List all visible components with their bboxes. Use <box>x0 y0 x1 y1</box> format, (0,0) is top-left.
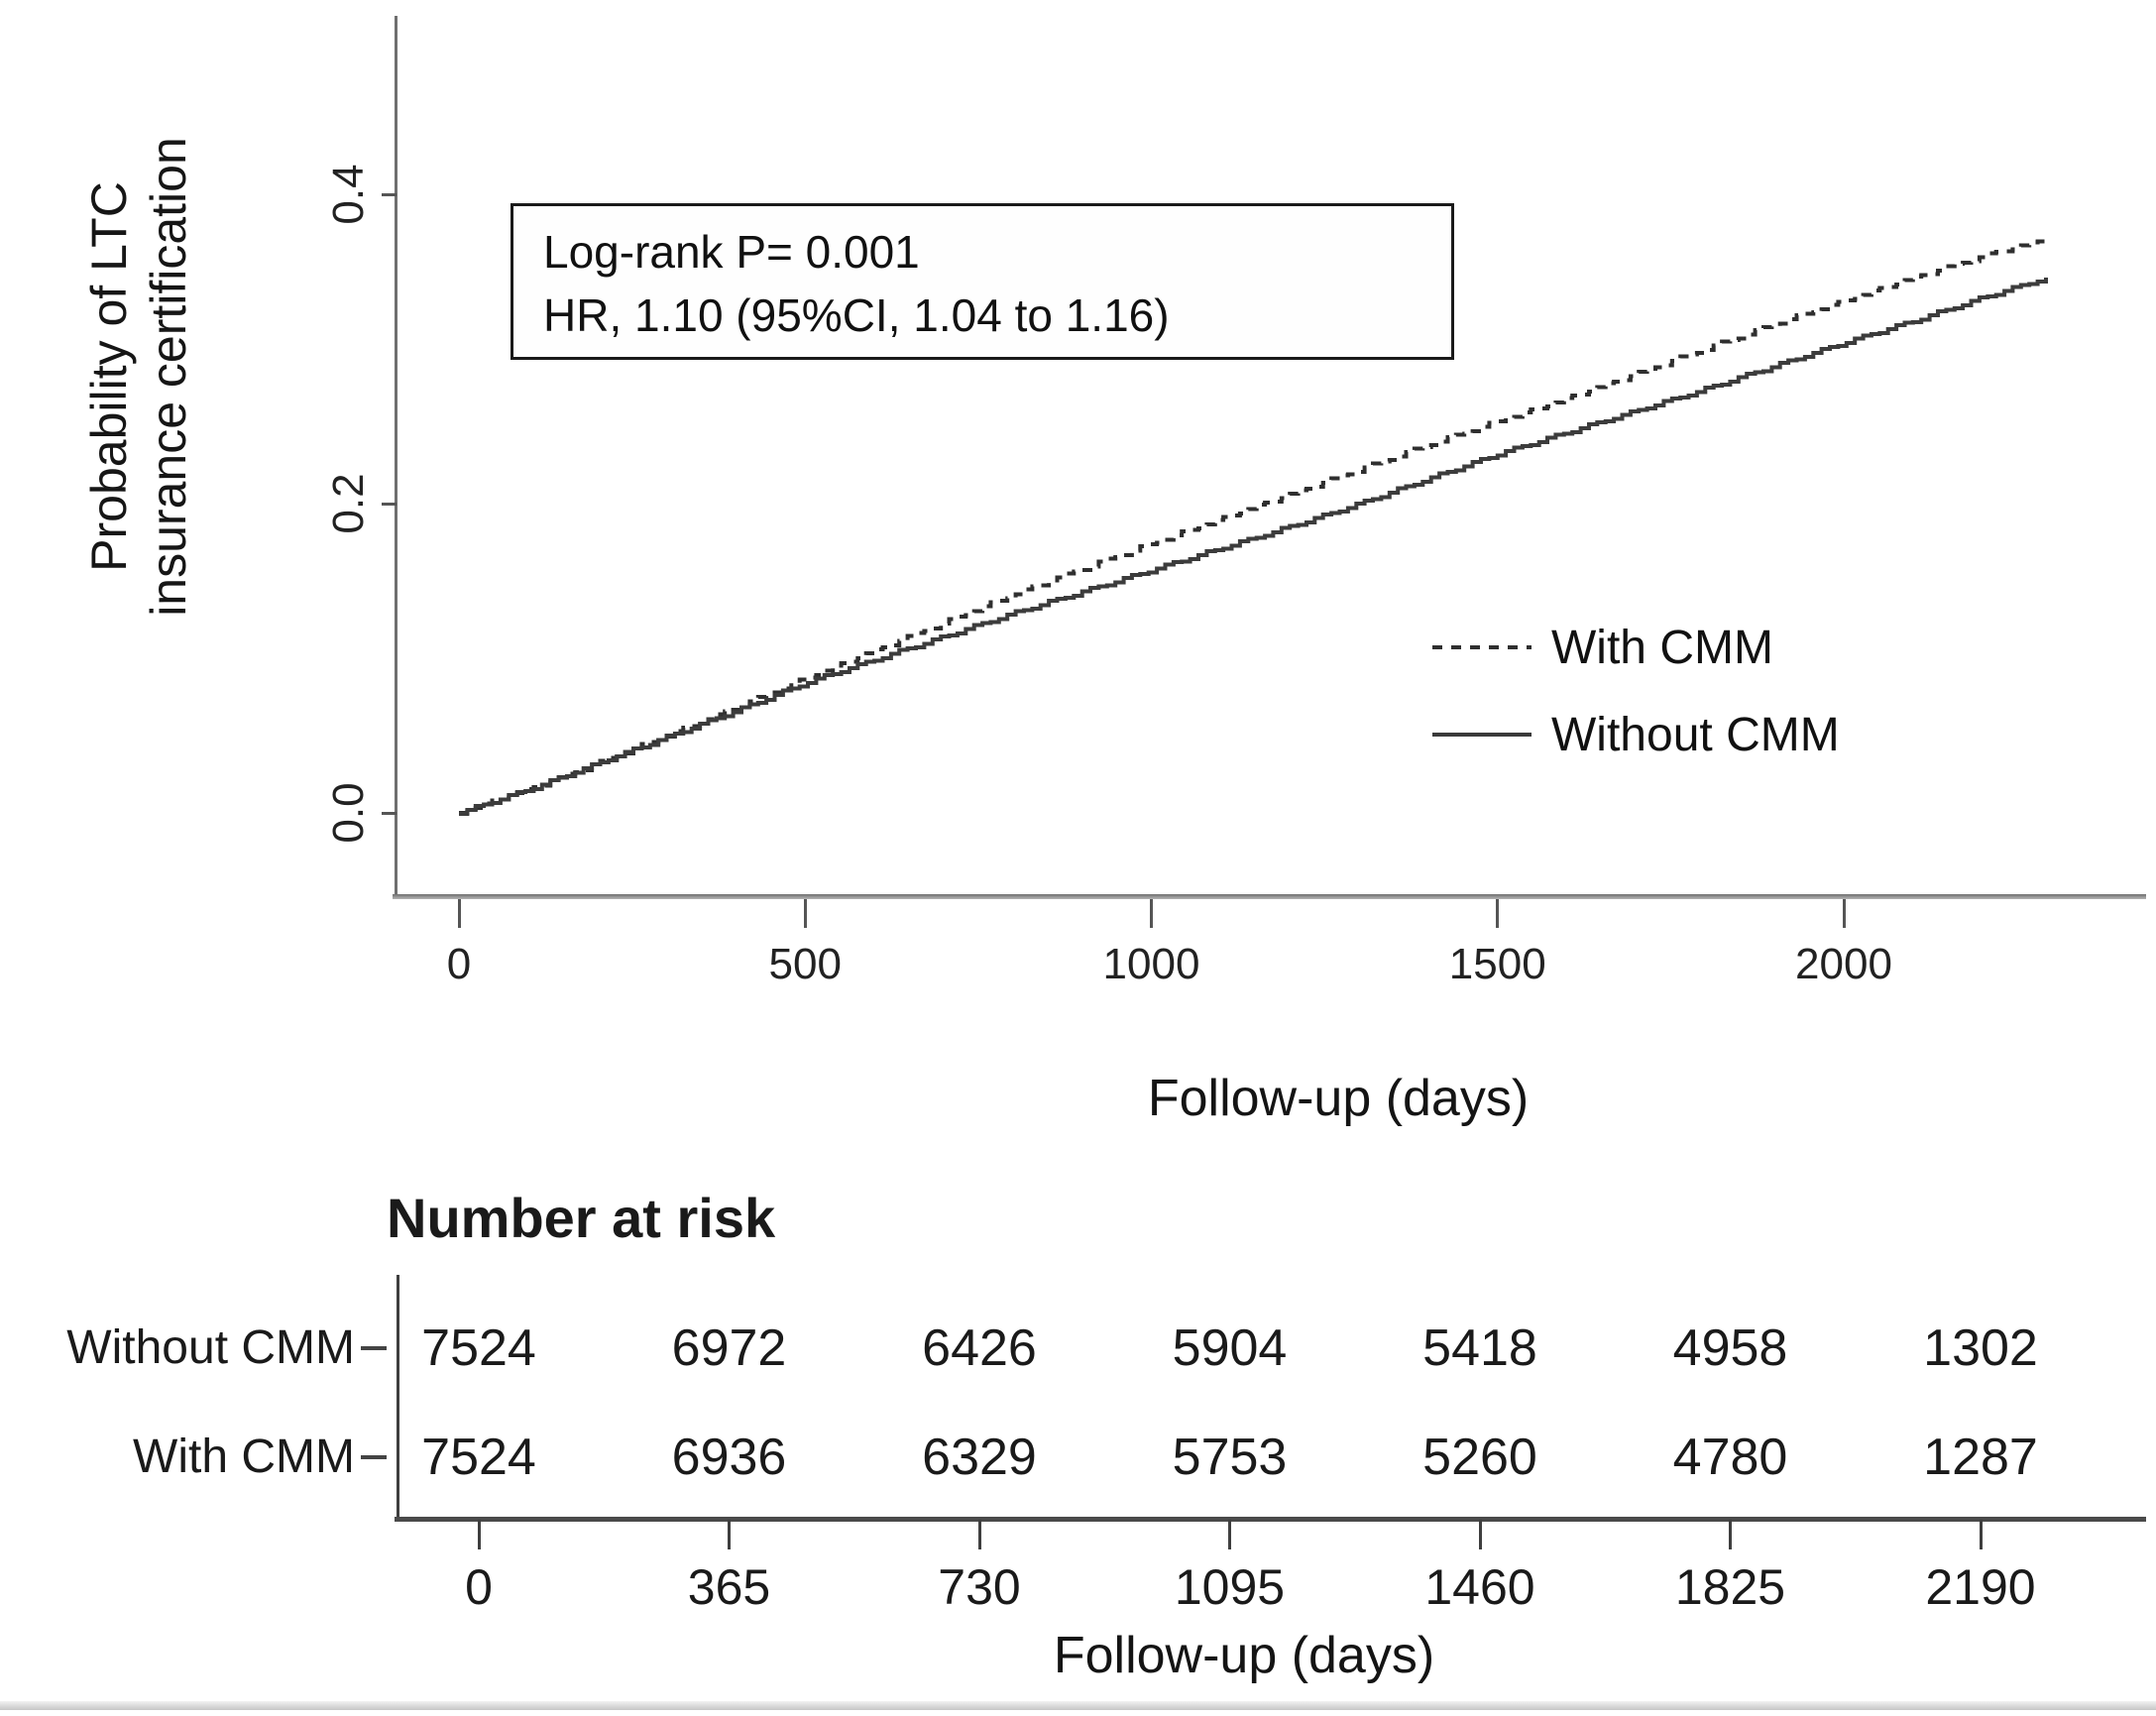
risk-value: 7524 <box>421 1429 536 1486</box>
risk-value: 6329 <box>922 1429 1037 1486</box>
x-tick <box>1150 899 1153 928</box>
risk-value: 7524 <box>421 1319 536 1377</box>
solid-line-swatch <box>1432 733 1532 737</box>
x-tick-label: 1000 <box>1102 940 1200 988</box>
y-axis-line <box>395 16 397 899</box>
x-axis-line <box>393 894 2146 899</box>
risk-x-tick-label: 2190 <box>1925 1559 2036 1615</box>
x-tick-label: 500 <box>768 940 842 988</box>
risk-table-x-axis-line <box>395 1517 2146 1522</box>
y-tick <box>382 502 397 506</box>
risk-x-tick <box>977 1520 981 1549</box>
risk-value: 4958 <box>1672 1319 1788 1377</box>
stats-annotation-box: Log-rank P= 0.001 HR, 1.10 (95%CI, 1.04 … <box>511 203 1454 360</box>
legend-label: With CMM <box>1551 621 1773 674</box>
x-tick-label: 1500 <box>1448 940 1546 988</box>
y-tick <box>382 811 397 815</box>
risk-value: 5260 <box>1422 1429 1537 1486</box>
risk-x-tick-label: 1095 <box>1174 1559 1286 1615</box>
x-axis-title: Follow-up (days) <box>1147 1070 1530 1127</box>
legend-label: Without CMM <box>1551 708 1840 761</box>
logrank-text: Log-rank P= 0.001 <box>543 226 920 278</box>
risk-value: 4780 <box>1672 1429 1788 1486</box>
window-bottom-edge <box>0 1701 2156 1710</box>
hr-text: HR, 1.10 (95%CI, 1.04 to 1.16) <box>543 289 1170 341</box>
risk-x-tick <box>1228 1520 1231 1549</box>
risk-value: 5418 <box>1422 1319 1537 1377</box>
x-tick <box>803 899 807 928</box>
risk-table-header: Number at risk <box>387 1187 776 1249</box>
x-tick <box>457 899 461 928</box>
risk-row-tick <box>361 1455 387 1459</box>
risk-value: 1302 <box>1923 1319 2038 1377</box>
legend-item-without-cmm: Without CMM <box>1432 700 1840 769</box>
dashed-line-swatch <box>1432 645 1532 649</box>
risk-value: 6426 <box>922 1319 1037 1377</box>
risk-value: 1287 <box>1923 1429 2038 1486</box>
x-tick-label: 0 <box>446 940 472 988</box>
curve-without-cmm <box>459 278 2048 816</box>
x-tick-label: 2000 <box>1795 940 1892 988</box>
y-tick <box>382 192 397 196</box>
risk-x-tick <box>728 1520 731 1549</box>
risk-x-tick <box>1729 1520 1732 1549</box>
risk-x-tick <box>1478 1520 1482 1549</box>
legend-item-with-cmm: With CMM <box>1432 613 1773 682</box>
risk-row-tick <box>361 1346 387 1350</box>
x-tick <box>1842 899 1846 928</box>
risk-x-tick <box>477 1520 481 1549</box>
risk-row-label: With CMM <box>133 1430 355 1483</box>
x-tick <box>1496 899 1500 928</box>
risk-x-tick-label: 0 <box>465 1559 493 1615</box>
risk-value: 5753 <box>1172 1429 1288 1486</box>
risk-row-label: Without CMM <box>66 1321 355 1374</box>
risk-x-tick <box>1979 1520 1983 1549</box>
risk-value: 6936 <box>671 1429 787 1486</box>
risk-table-y-axis-line <box>397 1275 399 1520</box>
risk-table-x-axis-title: Follow-up (days) <box>1053 1627 1435 1684</box>
risk-value: 5904 <box>1172 1319 1288 1377</box>
risk-x-tick-label: 1825 <box>1674 1559 1786 1615</box>
risk-value: 6972 <box>671 1319 787 1377</box>
curve-with-cmm <box>459 239 2048 815</box>
risk-x-tick-label: 365 <box>687 1559 771 1615</box>
risk-x-tick-label: 1460 <box>1424 1559 1535 1615</box>
risk-x-tick-label: 730 <box>938 1559 1021 1615</box>
